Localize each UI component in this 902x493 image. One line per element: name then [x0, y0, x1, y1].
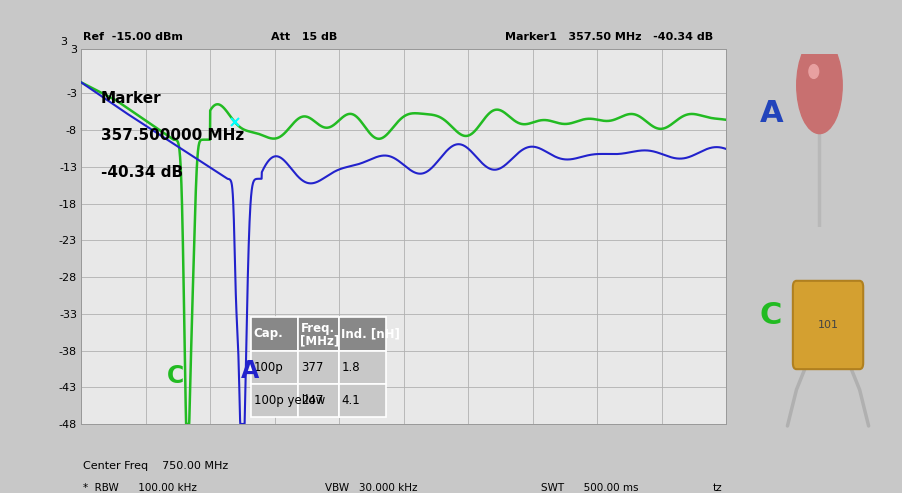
Text: Marker: Marker	[100, 91, 161, 106]
FancyBboxPatch shape	[793, 281, 863, 369]
Text: tz: tz	[713, 483, 723, 493]
Text: 357.500000 MHz: 357.500000 MHz	[100, 128, 244, 143]
Text: 100p yellow: 100p yellow	[253, 393, 325, 407]
Text: 247: 247	[301, 393, 324, 407]
Text: Ref  -15.00 dBm: Ref -15.00 dBm	[83, 32, 183, 42]
Ellipse shape	[809, 65, 819, 78]
Text: [MHz]: [MHz]	[300, 335, 340, 348]
FancyBboxPatch shape	[339, 317, 386, 351]
Circle shape	[796, 37, 842, 134]
FancyBboxPatch shape	[251, 317, 299, 351]
Text: A: A	[241, 359, 259, 383]
Text: C: C	[759, 301, 782, 330]
Text: VBW   30.000 kHz: VBW 30.000 kHz	[325, 483, 418, 493]
Text: 3: 3	[60, 37, 68, 47]
Text: Ind. [nH]: Ind. [nH]	[341, 327, 400, 341]
Text: Marker1   357.50 MHz   -40.34 dB: Marker1 357.50 MHz -40.34 dB	[505, 32, 713, 42]
FancyBboxPatch shape	[299, 384, 339, 417]
FancyBboxPatch shape	[299, 317, 339, 351]
Text: 100p: 100p	[253, 360, 283, 374]
Text: Center Freq    750.00 MHz: Center Freq 750.00 MHz	[83, 461, 228, 471]
FancyBboxPatch shape	[299, 351, 339, 384]
Text: 377: 377	[301, 360, 323, 374]
Text: 4.1: 4.1	[342, 393, 361, 407]
Text: *  RBW      100.00 kHz: * RBW 100.00 kHz	[83, 483, 197, 493]
FancyBboxPatch shape	[339, 384, 386, 417]
Text: Cap.: Cap.	[253, 327, 283, 341]
Text: C: C	[167, 364, 184, 388]
Text: 1.8: 1.8	[342, 360, 361, 374]
FancyBboxPatch shape	[251, 351, 299, 384]
Text: 101: 101	[817, 320, 839, 330]
Text: Freq.: Freq.	[300, 321, 335, 335]
FancyBboxPatch shape	[251, 384, 299, 417]
Text: SWT      500.00 ms: SWT 500.00 ms	[541, 483, 639, 493]
Text: -40.34 dB: -40.34 dB	[100, 166, 182, 180]
Text: Att   15 dB: Att 15 dB	[271, 32, 336, 42]
FancyBboxPatch shape	[339, 351, 386, 384]
Text: A: A	[759, 99, 783, 128]
